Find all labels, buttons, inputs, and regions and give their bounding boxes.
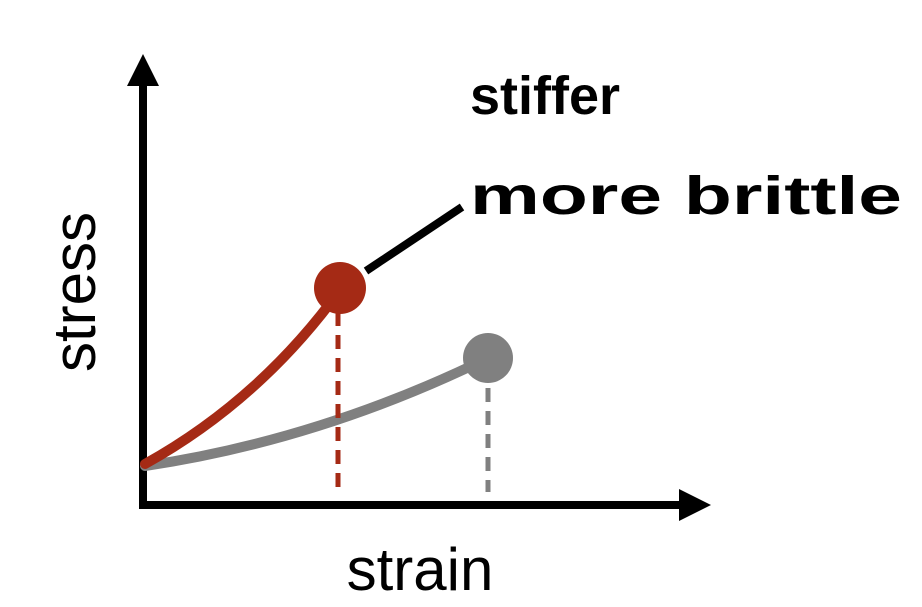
stiffer-curve <box>140 285 345 469</box>
reference-failure-point <box>463 333 513 383</box>
stiffer-failure-point <box>314 262 366 314</box>
annotation-line: stiffer <box>470 66 620 126</box>
y-axis-label: stress <box>41 212 108 372</box>
callout-line <box>363 203 465 275</box>
reference-curve <box>140 353 493 471</box>
x-axis-label: strain <box>347 536 494 603</box>
annotation-line: more brittle <box>470 166 902 226</box>
